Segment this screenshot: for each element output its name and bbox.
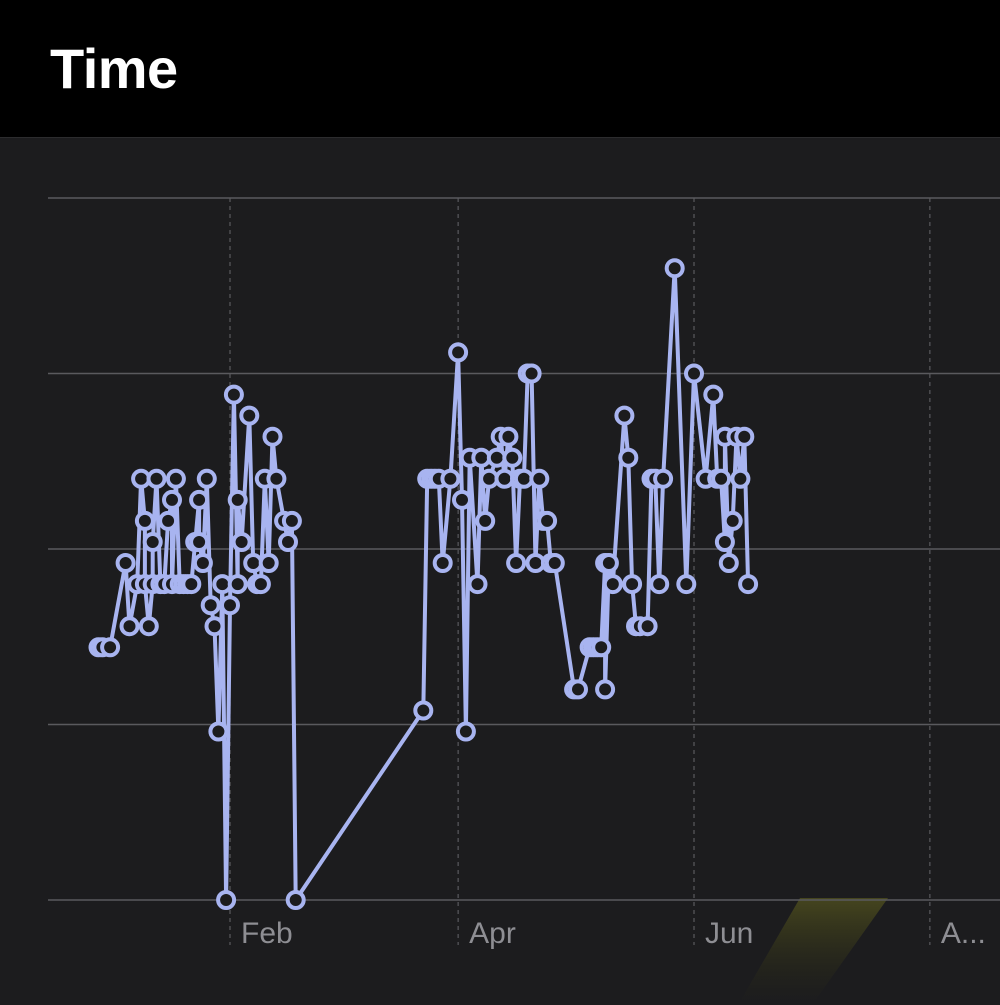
x-tick-label: A... <box>941 917 986 950</box>
data-point <box>529 468 550 489</box>
data-point <box>142 532 163 552</box>
data-point <box>258 553 279 573</box>
data-point <box>714 532 735 552</box>
x-tick-label: Apr <box>469 917 516 950</box>
data-point <box>227 574 248 595</box>
data-point <box>591 637 612 658</box>
data-point <box>192 553 213 573</box>
data-point <box>115 553 136 573</box>
data-point <box>220 595 240 616</box>
data-point <box>189 489 210 510</box>
data-point <box>162 489 182 510</box>
data-point <box>738 574 759 595</box>
data-point <box>475 510 496 531</box>
data-point <box>649 574 670 595</box>
data-point <box>664 258 685 279</box>
data-point <box>602 574 623 595</box>
data-point <box>440 468 461 489</box>
data-point <box>119 616 140 637</box>
data-point <box>227 489 248 510</box>
data-point <box>498 426 519 447</box>
data-point <box>262 426 283 447</box>
x-tick-label: Jun <box>705 917 753 950</box>
data-point <box>181 574 202 595</box>
data-point <box>506 553 527 573</box>
data-point <box>637 616 658 637</box>
vertical-gridlines <box>229 198 931 945</box>
data-point <box>595 679 616 700</box>
time-line-chart[interactable]: Feb Apr Jun A... <box>0 138 1000 1005</box>
data-point <box>266 468 287 489</box>
chart-panel: Feb Apr Jun A... <box>0 138 1000 1005</box>
data-point <box>165 468 186 489</box>
data-point <box>231 532 252 552</box>
data-point <box>684 363 704 384</box>
data-point <box>618 447 639 468</box>
data-point <box>448 342 469 363</box>
data-point <box>711 468 732 489</box>
data-point <box>413 700 434 721</box>
data-point <box>278 532 298 552</box>
highlight-stripe <box>738 898 888 1005</box>
data-point <box>250 574 271 595</box>
data-point <box>537 510 558 531</box>
series-time <box>88 258 759 910</box>
data-point <box>189 532 210 552</box>
x-tick-label: Feb <box>241 917 293 950</box>
data-point <box>734 426 755 447</box>
data-point <box>502 447 523 468</box>
x-axis-labels: Feb Apr Jun A... <box>241 917 986 950</box>
data-point <box>285 890 306 910</box>
data-point <box>455 721 476 742</box>
data-point <box>158 510 179 531</box>
data-point <box>653 468 674 489</box>
data-point <box>452 489 472 510</box>
data-point <box>718 553 739 573</box>
data-point <box>208 721 229 742</box>
data-point <box>223 384 244 405</box>
data-point <box>134 510 155 531</box>
data-point <box>676 574 697 595</box>
header: Time <box>0 0 1000 137</box>
data-point <box>138 616 159 637</box>
data-point <box>730 468 751 489</box>
data-point <box>568 679 588 700</box>
data-point <box>521 363 542 384</box>
data-point <box>146 468 167 489</box>
data-point <box>281 510 302 531</box>
data-point <box>204 616 225 637</box>
data-point <box>200 595 221 616</box>
data-point <box>622 574 643 595</box>
header-divider <box>0 137 1000 138</box>
page-title: Time <box>50 37 178 100</box>
data-point <box>703 384 724 405</box>
data-point <box>432 553 453 573</box>
data-point <box>467 574 488 595</box>
data-point <box>598 553 619 573</box>
data-point <box>196 468 217 489</box>
data-point <box>100 637 121 658</box>
data-point <box>722 510 743 531</box>
data-point <box>614 405 635 426</box>
data-point <box>544 553 565 573</box>
data-point <box>239 405 260 426</box>
data-point <box>216 890 237 910</box>
